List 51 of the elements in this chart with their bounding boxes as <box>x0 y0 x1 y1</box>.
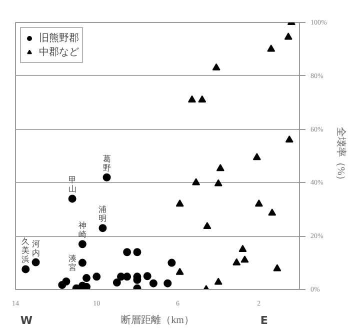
point <box>192 178 200 186</box>
point <box>149 279 158 288</box>
point <box>176 268 184 275</box>
point <box>98 224 107 232</box>
point <box>188 95 196 102</box>
point <box>78 240 86 248</box>
annotation: 湊宮 <box>68 254 76 272</box>
legend-label: 中郡など <box>39 46 79 59</box>
annotation: 甲山 <box>68 176 76 194</box>
point <box>82 274 90 282</box>
point <box>92 272 101 281</box>
point <box>123 248 132 256</box>
legend-label: 旧熊野郡 <box>39 32 79 45</box>
text: W <box>20 314 33 327</box>
point <box>123 272 132 281</box>
point <box>203 222 212 230</box>
point <box>238 244 247 252</box>
text: E <box>260 314 268 327</box>
point <box>143 272 152 280</box>
point <box>164 279 172 288</box>
point <box>176 200 184 207</box>
point <box>198 95 206 102</box>
point <box>62 277 70 286</box>
point <box>133 248 142 256</box>
point <box>22 265 30 274</box>
annotation: 神崎 <box>78 221 86 240</box>
point <box>252 153 261 160</box>
point <box>216 164 224 172</box>
point <box>112 278 121 287</box>
point <box>168 258 176 267</box>
point <box>284 32 292 40</box>
point <box>240 256 249 263</box>
point <box>268 208 276 216</box>
annotation: 葛野 <box>102 154 111 172</box>
point <box>273 264 282 272</box>
point <box>68 194 76 203</box>
point <box>212 63 220 70</box>
point <box>102 173 111 182</box>
point <box>267 44 276 52</box>
annotation: 久美浜 <box>22 237 30 264</box>
point <box>78 258 86 267</box>
point <box>214 179 222 186</box>
annotation: 浦明 <box>98 205 107 224</box>
annotation: 河内 <box>32 239 40 258</box>
point <box>214 278 222 285</box>
point <box>32 258 40 266</box>
x-axis-title: 断層距離（km） <box>121 314 194 326</box>
y-axis-title: 全壊率（%） <box>334 126 347 186</box>
point <box>254 200 263 207</box>
point <box>232 258 241 266</box>
point <box>285 135 294 142</box>
